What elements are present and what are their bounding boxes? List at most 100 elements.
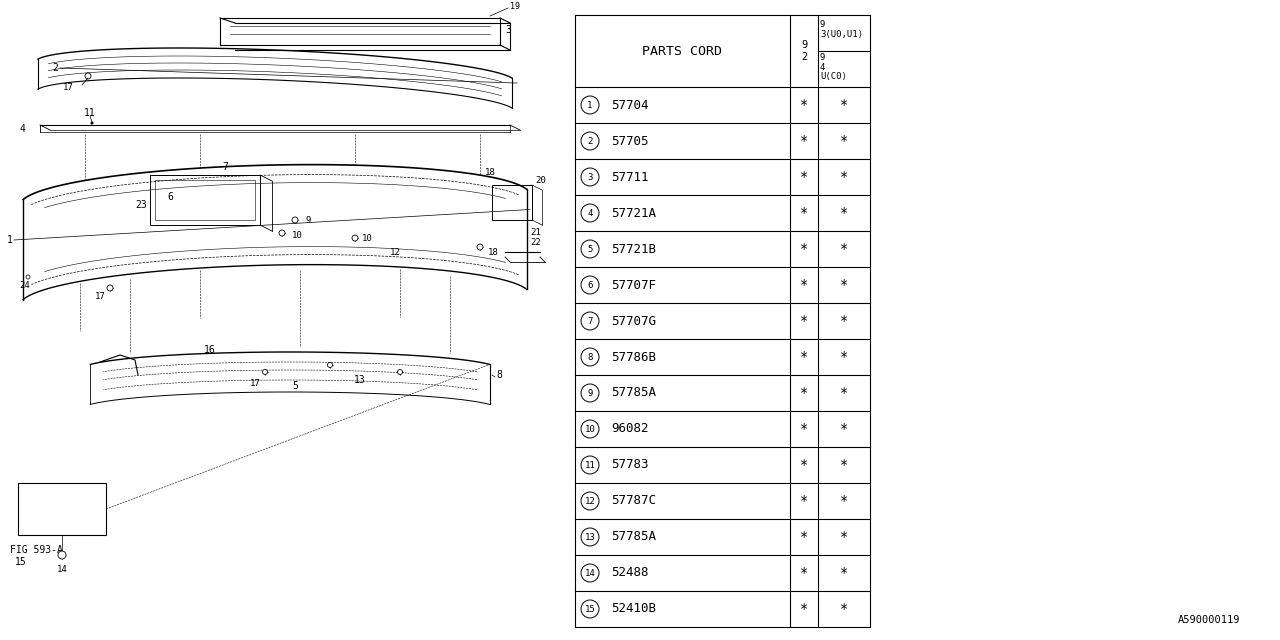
Text: 57721A: 57721A [611, 207, 657, 220]
Circle shape [477, 244, 483, 250]
Text: 9
3⟨U0,U1⟩: 9 3⟨U0,U1⟩ [820, 20, 863, 38]
Text: 10: 10 [585, 424, 595, 433]
Text: 2: 2 [52, 63, 58, 73]
Text: 57705: 57705 [611, 134, 649, 147]
Text: *: * [800, 134, 808, 148]
Text: 57785A: 57785A [611, 531, 657, 543]
Text: 12: 12 [389, 248, 401, 257]
Circle shape [292, 217, 298, 223]
Text: *: * [840, 386, 849, 400]
Text: 2: 2 [588, 136, 593, 145]
Circle shape [398, 369, 402, 374]
Text: *: * [800, 170, 808, 184]
Text: 57785A: 57785A [611, 387, 657, 399]
Text: 57707F: 57707F [611, 278, 657, 291]
Text: 96082: 96082 [611, 422, 649, 435]
Text: 16: 16 [204, 345, 216, 355]
Text: 5: 5 [588, 244, 593, 253]
Text: 15: 15 [585, 605, 595, 614]
Text: 9
4
U⟨C0⟩: 9 4 U⟨C0⟩ [820, 53, 847, 81]
Text: 4: 4 [588, 209, 593, 218]
Text: A590000119: A590000119 [1178, 615, 1240, 625]
Text: 17: 17 [95, 291, 105, 301]
Text: *: * [840, 530, 849, 544]
Text: 8: 8 [497, 370, 502, 380]
Text: 5: 5 [292, 381, 298, 391]
Text: *: * [800, 602, 808, 616]
Text: *: * [840, 494, 849, 508]
Text: 12: 12 [585, 497, 595, 506]
Text: *: * [840, 134, 849, 148]
Circle shape [84, 73, 91, 79]
Circle shape [26, 275, 29, 279]
Bar [155, 180, 255, 220]
Text: *: * [800, 278, 808, 292]
Text: *: * [840, 242, 849, 256]
Bar [150, 175, 260, 225]
Text: 15: 15 [15, 557, 27, 567]
Text: 9: 9 [305, 216, 310, 225]
Text: *: * [800, 98, 808, 112]
Text: 9
2: 9 2 [801, 40, 808, 62]
Text: 24: 24 [19, 280, 31, 289]
Text: 14: 14 [56, 565, 68, 574]
Text: 9: 9 [588, 388, 593, 397]
Text: *: * [800, 458, 808, 472]
Text: *: * [800, 530, 808, 544]
Text: 57786B: 57786B [611, 351, 657, 364]
Circle shape [352, 235, 358, 241]
Text: 11: 11 [84, 108, 96, 118]
Text: 6: 6 [168, 192, 173, 202]
Text: 1: 1 [588, 100, 593, 109]
Text: 23: 23 [134, 200, 147, 210]
Text: 7: 7 [588, 317, 593, 326]
Text: 57707G: 57707G [611, 314, 657, 328]
Circle shape [108, 285, 113, 291]
Text: 52488: 52488 [611, 566, 649, 579]
Bar [18, 483, 106, 535]
Text: *: * [840, 278, 849, 292]
Text: 57704: 57704 [611, 99, 649, 111]
Text: *: * [840, 170, 849, 184]
Text: *: * [840, 602, 849, 616]
Circle shape [328, 362, 333, 367]
Text: *: * [840, 566, 849, 580]
Text: 22: 22 [530, 237, 540, 246]
Text: 7: 7 [221, 162, 228, 172]
Text: 21: 21 [530, 227, 540, 237]
Text: *: * [800, 422, 808, 436]
Text: 17: 17 [250, 380, 260, 388]
Text: *: * [800, 494, 808, 508]
Circle shape [91, 122, 93, 125]
Text: *: * [840, 98, 849, 112]
Text: *: * [840, 206, 849, 220]
Text: *: * [800, 566, 808, 580]
Text: 13: 13 [585, 532, 595, 541]
Text: 14: 14 [585, 568, 595, 577]
Text: 3: 3 [588, 173, 593, 182]
Text: 20: 20 [535, 175, 545, 184]
Text: FIG 593-A: FIG 593-A [10, 545, 63, 555]
Text: 10: 10 [292, 230, 303, 239]
Text: 3: 3 [506, 25, 511, 35]
Text: 52410B: 52410B [611, 602, 657, 616]
Circle shape [58, 551, 67, 559]
Text: 4: 4 [19, 124, 24, 134]
Text: *: * [840, 458, 849, 472]
Text: 57787C: 57787C [611, 495, 657, 508]
Text: 10: 10 [362, 234, 372, 243]
Text: 8: 8 [588, 353, 593, 362]
Text: 18: 18 [488, 248, 499, 257]
Text: *: * [800, 242, 808, 256]
Text: 57711: 57711 [611, 170, 649, 184]
Bar [492, 185, 532, 220]
Circle shape [279, 230, 285, 236]
Text: *: * [800, 386, 808, 400]
Text: 18: 18 [485, 168, 495, 177]
Text: 6: 6 [588, 280, 593, 289]
Text: *: * [800, 206, 808, 220]
Text: *: * [840, 422, 849, 436]
Text: *: * [800, 350, 808, 364]
Text: 57783: 57783 [611, 458, 649, 472]
Text: 13: 13 [355, 375, 366, 385]
